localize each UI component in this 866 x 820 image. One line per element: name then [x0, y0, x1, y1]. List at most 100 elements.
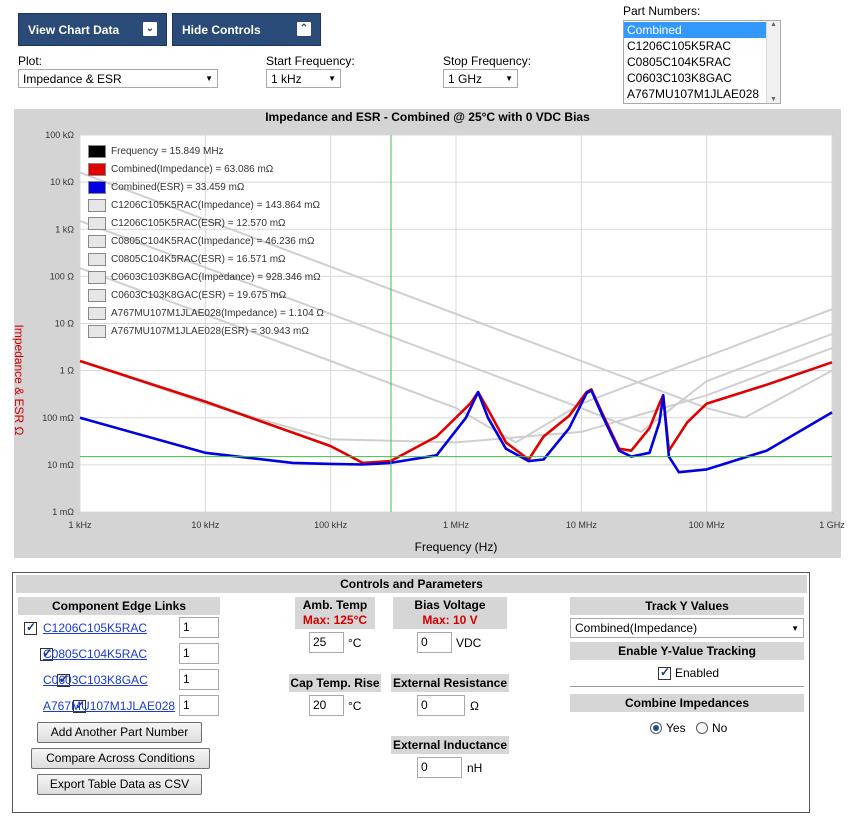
- legend-entry[interactable]: A767MU107M1JLAE028(Impedance) = 1.104 Ω: [88, 305, 324, 321]
- legend-text: C0603C103K8GAC(ESR) = 19.675 mΩ: [111, 289, 287, 301]
- view-chart-data-label: View Chart Data: [28, 22, 120, 37]
- legend-entry[interactable]: Combined(Impedance) = 63.086 mΩ: [88, 161, 273, 177]
- legend-text: C0603C103K8GAC(Impedance) = 928.346 mΩ: [111, 271, 321, 283]
- compare-conditions-button[interactable]: Compare Across Conditions: [31, 748, 210, 769]
- amb-temp-input[interactable]: 25: [309, 632, 344, 653]
- x-tick-label: 10 kHz: [191, 520, 220, 530]
- view-chart-data-button[interactable]: View Chart Data ⌄: [18, 13, 167, 46]
- plot-label: Plot:: [18, 54, 43, 68]
- external-inductance-input[interactable]: 0: [417, 757, 462, 778]
- component-qty-input[interactable]: 1: [179, 643, 219, 664]
- component-qty-input[interactable]: 1: [179, 695, 219, 716]
- x-tick-label: 1 MHz: [443, 520, 470, 530]
- amb-temp-max: Max: 125°C: [302, 613, 368, 627]
- amb-temp-unit: °C: [348, 636, 362, 650]
- track-y-select[interactable]: Combined(Impedance) ▼: [570, 618, 804, 638]
- legend-text: C1206C105K5RAC(Impedance) = 143.864 mΩ: [111, 199, 320, 211]
- legend-entry[interactable]: C0805C104K5RAC(ESR) = 16.571 mΩ: [88, 251, 286, 267]
- export-csv-button[interactable]: Export Table Data as CSV: [37, 774, 202, 795]
- scroll-down-icon[interactable]: ▼: [770, 96, 777, 103]
- external-inductance-header: External Inductance: [391, 736, 509, 754]
- y-tick-label: 10 mΩ: [47, 460, 74, 470]
- legend-text: A767MU107M1JLAE028(ESR) = 30.943 mΩ: [111, 325, 309, 337]
- scroll-up-icon[interactable]: ▲: [770, 21, 777, 28]
- legend-entry[interactable]: C0603C103K8GAC(ESR) = 19.675 mΩ: [88, 287, 286, 303]
- legend-entry[interactable]: Frequency = 15.849 MHz: [88, 143, 224, 159]
- legend-text: Combined(ESR) = 33.459 mΩ: [111, 181, 245, 193]
- hide-controls-label: Hide Controls: [182, 22, 261, 37]
- combine-yes-option[interactable]: Yes: [650, 721, 686, 735]
- bias-voltage-input[interactable]: 0: [417, 632, 452, 653]
- cap-temp-rise-unit: °C: [348, 699, 362, 713]
- part-option[interactable]: Combined: [624, 22, 768, 38]
- chart-ticks: 1 kHz 10 kHz 100 kHz 1 MHz 10 MHz 100 MHz 1 GH…: [42, 130, 845, 530]
- external-resistance-input[interactable]: 0: [417, 695, 465, 716]
- combine-yes-label: Yes: [666, 721, 686, 735]
- bias-voltage-unit: VDC: [456, 636, 482, 650]
- series-line: [79, 389, 833, 474]
- bias-voltage-label: Bias Voltage: [414, 598, 486, 612]
- listbox-scrollbar[interactable]: ▲ ▼: [766, 21, 780, 103]
- part-option[interactable]: C0805C104K5RAC: [627, 55, 732, 69]
- add-part-button[interactable]: Add Another Part Number: [37, 722, 202, 743]
- series-line: [79, 171, 833, 419]
- legend-entry[interactable]: A767MU107M1JLAE028(ESR) = 30.943 mΩ: [88, 323, 309, 339]
- component-link[interactable]: A767MU107M1JLAE028: [43, 699, 176, 713]
- impedance-chart[interactable]: 1 kHz 10 kHz 100 kHz 1 MHz 10 MHz 100 MHz 1 GH…: [0, 0, 866, 560]
- track-y-header: Track Y Values: [570, 597, 804, 615]
- component-qty-input[interactable]: 1: [179, 669, 219, 690]
- y-tick-label: 10 Ω: [55, 319, 75, 329]
- external-inductance-unit: nH: [467, 761, 483, 775]
- combine-no-label: No: [712, 721, 728, 735]
- legend-swatch: [88, 162, 106, 176]
- plot-select-value: Impedance & ESR: [23, 71, 122, 86]
- hide-controls-button[interactable]: Hide Controls ⌃: [172, 13, 321, 46]
- part-option[interactable]: A767MU107M1JLAE028: [627, 87, 760, 101]
- cap-temp-rise-input[interactable]: 20: [309, 695, 344, 716]
- y-tick-label: 1 kΩ: [55, 224, 74, 234]
- cap-temp-rise-header: Cap Temp. Rise: [289, 674, 381, 692]
- stop-frequency-value: 1 GHz: [448, 71, 483, 86]
- x-tick-label: 1 kHz: [68, 520, 92, 530]
- chart-title: Impedance and ESR - Combined @ 25°C with…: [14, 109, 841, 126]
- enable-tracking-toggle[interactable]: Enabled: [658, 665, 719, 680]
- legend-swatch: [88, 234, 106, 248]
- legend-entry[interactable]: C0805C104K5RAC(Impedance) = 46.236 mΩ: [88, 233, 314, 249]
- legend-swatch: [88, 306, 106, 320]
- legend-entry[interactable]: C1206C105K5RAC(ESR) = 12.570 mΩ: [88, 215, 286, 231]
- plot-select[interactable]: Impedance & ESR ▼: [18, 69, 218, 88]
- component-checkbox[interactable]: [40, 646, 54, 661]
- legend-text: C0805C104K5RAC(Impedance) = 46.236 mΩ: [111, 235, 315, 247]
- legend-entry[interactable]: Combined(ESR) = 33.459 mΩ: [88, 179, 244, 195]
- part-numbers-listbox[interactable]: Combined C1206C105K5RAC C0805C104K5RAC C…: [623, 20, 781, 104]
- start-frequency-value: 1 kHz: [271, 71, 302, 86]
- legend-text: C0805C104K5RAC(ESR) = 16.571 mΩ: [111, 253, 286, 265]
- part-option[interactable]: C1206C105K5RAC: [627, 39, 732, 53]
- component-checkbox[interactable]: [24, 620, 37, 635]
- component-link[interactable]: C0603C103K8GAC: [43, 673, 148, 687]
- component-checkbox[interactable]: [73, 698, 87, 713]
- start-frequency-select[interactable]: 1 kHz ▼: [266, 69, 341, 88]
- combine-no-option[interactable]: No: [696, 721, 727, 735]
- component-link[interactable]: C1206C105K5RAC: [43, 621, 148, 635]
- legend-entry[interactable]: C0603C103K8GAC(Impedance) = 928.346 mΩ: [88, 269, 321, 285]
- legend-swatch: [88, 144, 106, 158]
- stop-frequency-select[interactable]: 1 GHz ▼: [443, 69, 518, 88]
- enable-tracking-checkbox[interactable]: [658, 665, 671, 680]
- chevron-up-icon: ⌃: [297, 22, 311, 36]
- x-tick-label: 100 kHz: [314, 520, 348, 530]
- amb-temp-header: Amb. Temp Max: 125°C: [295, 597, 375, 629]
- combine-yes-radio[interactable]: [650, 722, 662, 734]
- component-qty-input[interactable]: 1: [179, 617, 219, 638]
- combine-no-radio[interactable]: [696, 722, 708, 734]
- legend-entry[interactable]: C1206C105K5RAC(Impedance) = 143.864 mΩ: [88, 197, 320, 213]
- start-frequency-label: Start Frequency:: [266, 54, 355, 68]
- component-checkbox[interactable]: [56, 672, 70, 687]
- x-tick-label: 100 MHz: [689, 520, 726, 530]
- legend-swatch: [88, 252, 106, 266]
- legend-swatch: [88, 216, 106, 230]
- external-resistance-unit: Ω: [470, 699, 479, 713]
- component-link[interactable]: C0805C104K5RAC: [43, 647, 148, 661]
- bias-voltage-header: Bias Voltage Max: 10 V: [393, 597, 507, 629]
- part-option[interactable]: C0603C103K8GAC: [627, 71, 732, 85]
